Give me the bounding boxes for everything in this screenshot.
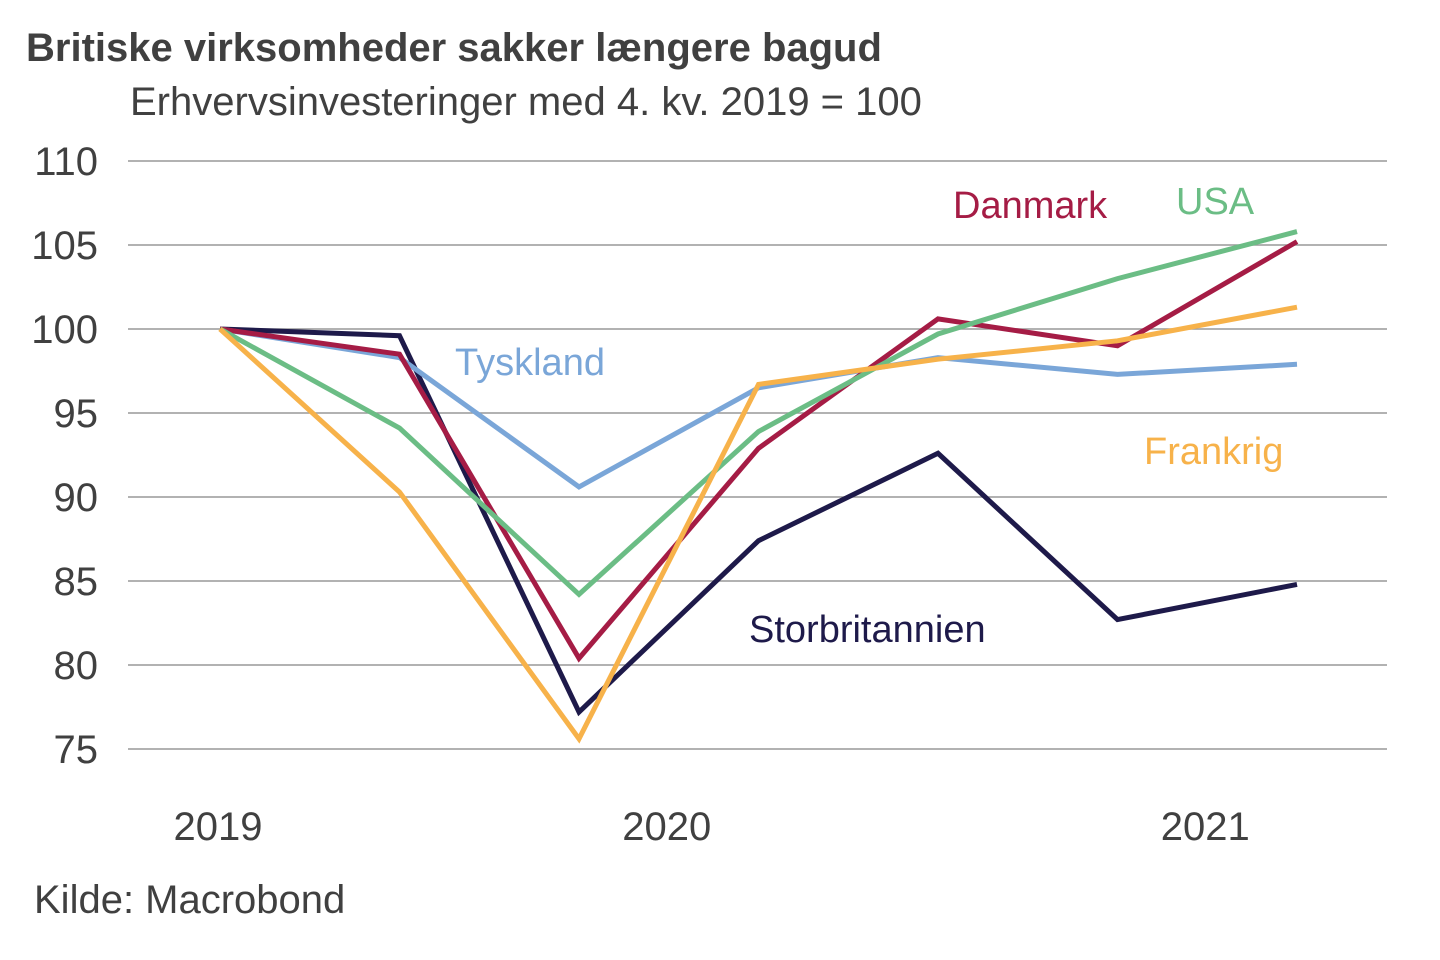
y-tick-label: 75 (54, 728, 99, 772)
x-tick-label: 2020 (622, 805, 711, 849)
series-label-danmark: Danmark (953, 185, 1108, 227)
series-labels: Danmark USA Tyskland Frankrig Storbritannien (455, 181, 1283, 651)
series-label-frankrig: Frankrig (1144, 431, 1283, 473)
chart-subtitle: Erhvervsinvesteringer med 4. kv. 2019 = … (130, 80, 922, 124)
y-tick-label: 100 (31, 308, 98, 352)
y-tick-label: 110 (34, 140, 98, 184)
series-line-usa (218, 229, 1298, 598)
y-tick-label: 85 (54, 560, 99, 604)
y-tick-label: 105 (31, 224, 98, 268)
chart-title: Britiske virksomheder sakker længere bag… (26, 26, 882, 70)
x-tick-label: 2019 (174, 805, 263, 849)
y-axis-tick-labels: 110 105 100 95 90 85 80 75 (31, 140, 98, 772)
series-label-usa: USA (1176, 181, 1255, 223)
series-lines (218, 229, 1299, 744)
series-line-storbritannien (219, 326, 1298, 717)
series-label-tyskland: Tyskland (455, 342, 605, 384)
y-tick-label: 80 (54, 644, 99, 688)
x-tick-label: 2021 (1161, 805, 1250, 849)
source-note: Kilde: Macrobond (34, 878, 346, 922)
gridlines (128, 160, 1387, 750)
x-axis-tick-labels: 2019 2020 2021 (174, 805, 1250, 849)
series-line-danmark (219, 239, 1299, 663)
series-line-frankrig (218, 304, 1298, 744)
series-label-storbritannien: Storbritannien (749, 609, 986, 651)
y-tick-label: 95 (54, 392, 99, 436)
y-tick-label: 90 (54, 476, 99, 520)
